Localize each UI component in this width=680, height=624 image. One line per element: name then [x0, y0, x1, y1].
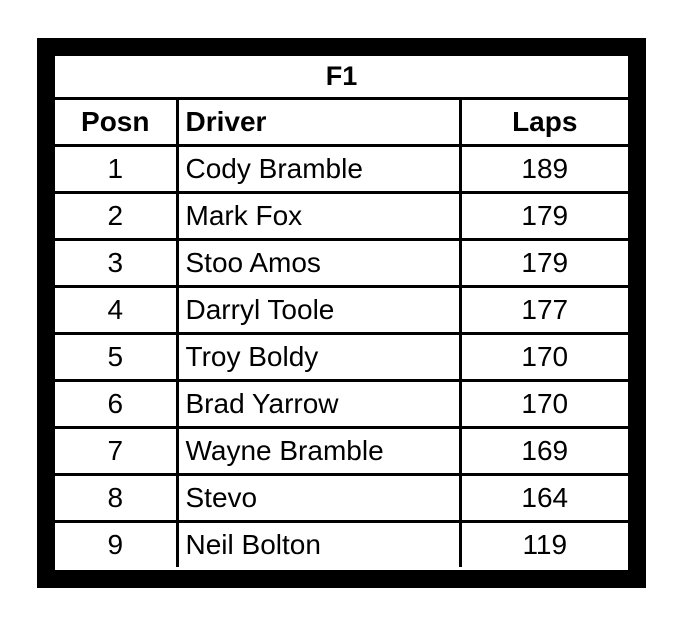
cell-laps: 177 [458, 285, 629, 335]
cell-posn: 9 [55, 520, 179, 567]
header-posn: Posn [55, 97, 179, 147]
cell-laps: 189 [458, 144, 629, 194]
table-row: 5 Troy Boldy 170 [55, 332, 629, 382]
table-title: F1 [55, 56, 629, 100]
cell-driver: Stevo [175, 473, 462, 523]
cell-driver: Wayne Bramble [175, 426, 462, 476]
table-row: 1 Cody Bramble 189 [55, 144, 629, 194]
header-driver: Driver [175, 97, 462, 147]
cell-posn: 7 [55, 426, 179, 476]
table-row: 4 Darryl Toole 177 [55, 285, 629, 335]
table-row: 6 Brad Yarrow 170 [55, 379, 629, 429]
table-row: 3 Stoo Amos 179 [55, 238, 629, 288]
header-laps: Laps [458, 97, 629, 147]
table-row: 2 Mark Fox 179 [55, 191, 629, 241]
cell-posn: 6 [55, 379, 179, 429]
cell-driver: Neil Bolton [175, 520, 462, 567]
cell-driver: Brad Yarrow [175, 379, 462, 429]
cell-driver: Darryl Toole [175, 285, 462, 335]
cell-laps: 170 [458, 379, 629, 429]
results-table: F1 Posn Driver Laps 1 Cody Bramble 189 2 Mar… [55, 56, 629, 567]
cell-laps: 164 [458, 473, 629, 523]
cell-driver: Stoo Amos [175, 238, 462, 288]
cell-posn: 5 [55, 332, 179, 382]
table-row: 8 Stevo 164 [55, 473, 629, 523]
table-row: 9 Neil Bolton 119 [55, 520, 629, 567]
cell-laps: 169 [458, 426, 629, 476]
cell-driver: Cody Bramble [175, 144, 462, 194]
cell-posn: 3 [55, 238, 179, 288]
cell-laps: 179 [458, 238, 629, 288]
table-row: 7 Wayne Bramble 169 [55, 426, 629, 476]
results-table-frame: F1 Posn Driver Laps 1 Cody Bramble 189 2 Mar… [37, 38, 646, 588]
cell-laps: 179 [458, 191, 629, 241]
cell-driver: Troy Boldy [175, 332, 462, 382]
cell-laps: 170 [458, 332, 629, 382]
cell-laps: 119 [458, 520, 629, 567]
cell-driver: Mark Fox [175, 191, 462, 241]
cell-posn: 2 [55, 191, 179, 241]
cell-posn: 4 [55, 285, 179, 335]
cell-posn: 1 [55, 144, 179, 194]
cell-posn: 8 [55, 473, 179, 523]
